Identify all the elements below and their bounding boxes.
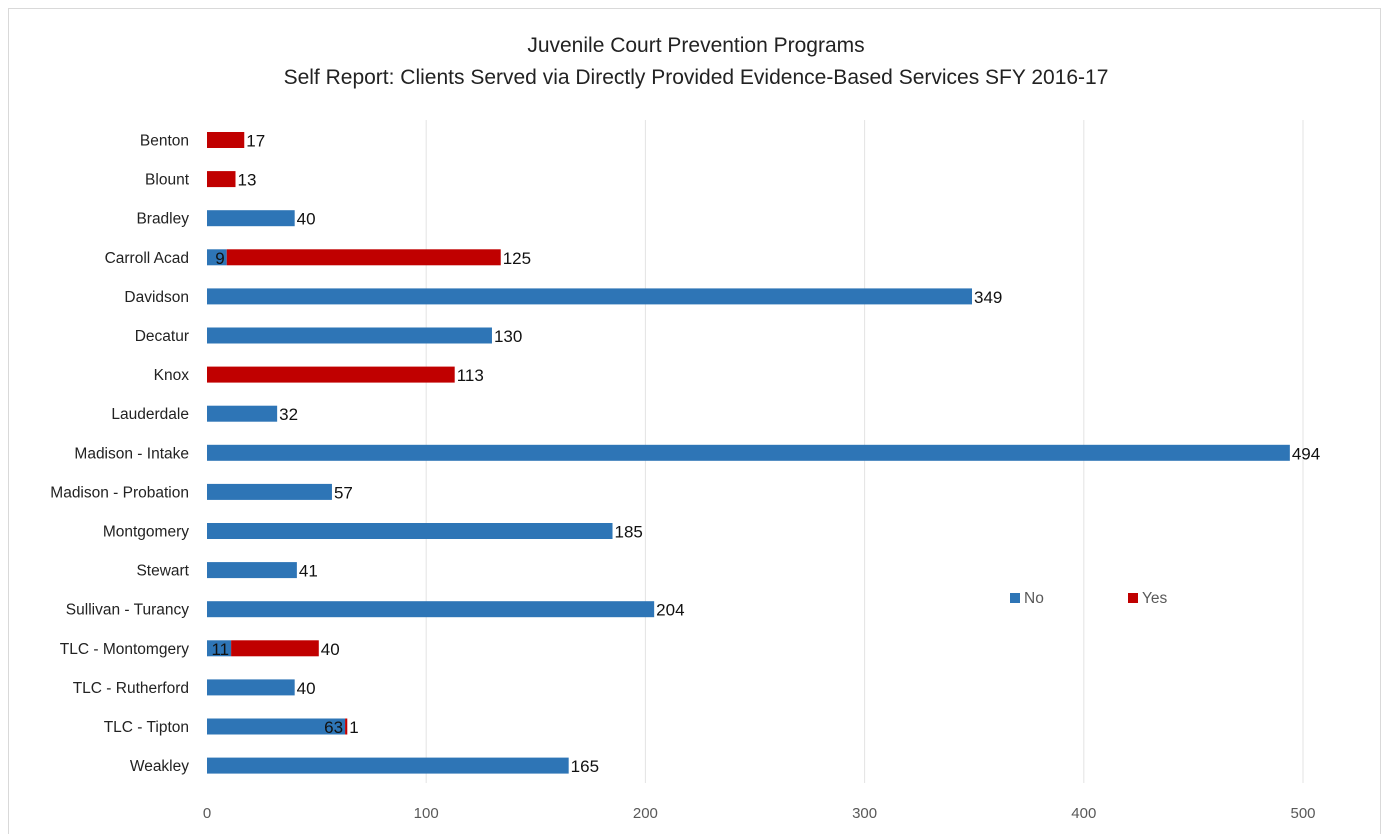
category-labels: Benton Blount Bradley Carroll Acad Davidson D…	[50, 133, 189, 776]
data-label: 125	[503, 249, 531, 268]
bar-no	[207, 210, 295, 227]
data-label: 40	[297, 210, 316, 229]
legend-swatch-no	[1010, 593, 1020, 603]
data-label: 11	[211, 640, 229, 659]
data-label: 113	[457, 366, 484, 385]
bar-no	[207, 523, 613, 539]
x-tick-label: 100	[414, 805, 439, 822]
data-label: 57	[334, 483, 353, 502]
category-label: Weakley	[130, 758, 189, 775]
category-label: TLC - Rutherford	[73, 680, 189, 697]
data-label: 40	[321, 640, 340, 659]
data-label: 165	[571, 757, 599, 776]
category-label: Knox	[154, 367, 190, 384]
bar-no	[207, 718, 346, 735]
bar-yes	[207, 132, 245, 148]
x-tick-label: 200	[633, 805, 658, 822]
bar-yes	[207, 171, 236, 188]
category-label: Madison - Probation	[50, 484, 189, 501]
bar-no	[207, 288, 973, 305]
legend-label-no: No	[1024, 590, 1044, 607]
bar-no	[207, 679, 295, 696]
data-label: 41	[299, 562, 318, 581]
category-label: TLC - Tipton	[104, 719, 189, 736]
x-tick-label: 0	[203, 805, 211, 822]
data-labels: 17 13 40 9 125 349 130 113 32 494 57 185 41 204 11 40 40…	[211, 132, 1320, 777]
category-label: Stewart	[136, 563, 189, 580]
data-label: 32	[279, 405, 298, 424]
chart-title: Juvenile Court Prevention Programs	[527, 34, 864, 57]
x-tick-label: 400	[1071, 805, 1096, 822]
category-label: Decatur	[135, 328, 189, 345]
bar-no	[207, 249, 227, 266]
category-label: Montgomery	[103, 524, 189, 541]
x-tick-label: 500	[1290, 805, 1315, 822]
x-tick-label: 300	[852, 805, 877, 822]
bar-yes	[231, 640, 319, 657]
category-label: Davidson	[124, 289, 189, 306]
chart-subtitle: Self Report: Clients Served via Directly…	[284, 66, 1109, 89]
data-label: 40	[297, 679, 316, 698]
bar-no	[207, 562, 297, 579]
data-label: 9	[215, 249, 224, 268]
bar-no	[207, 601, 655, 618]
bars	[207, 132, 1290, 774]
data-label: 17	[246, 132, 265, 151]
x-axis-ticks: 0 100 200 300 400 500	[203, 805, 1316, 822]
data-label: 130	[494, 327, 522, 346]
bar-no	[207, 327, 492, 344]
bar-yes	[207, 366, 455, 383]
category-label: Bradley	[136, 211, 189, 228]
category-label: Blount	[145, 172, 190, 189]
category-label: Madison - Intake	[74, 445, 189, 462]
category-label: Sullivan - Turancy	[66, 602, 189, 619]
category-label: Benton	[140, 133, 189, 150]
bar-no	[207, 640, 232, 657]
category-label: TLC - Montomgery	[60, 641, 189, 658]
bar-no	[207, 405, 278, 422]
bar-no	[207, 483, 332, 500]
bar-no	[207, 757, 569, 774]
data-label: 204	[656, 601, 684, 620]
data-label: 1	[349, 718, 358, 737]
bar-yes	[345, 718, 348, 735]
data-label: 349	[974, 288, 1002, 307]
data-label: 63	[324, 718, 343, 737]
legend: No Yes	[1010, 590, 1168, 607]
bar-yes	[226, 249, 501, 266]
legend-swatch-yes	[1128, 593, 1138, 603]
data-label: 13	[237, 171, 256, 190]
category-label: Carroll Acad	[105, 250, 189, 267]
legend-label-yes: Yes	[1142, 590, 1168, 607]
data-label: 185	[615, 523, 643, 542]
data-label: 494	[1292, 444, 1320, 463]
category-label: Lauderdale	[111, 406, 189, 423]
bar-no	[207, 444, 1290, 461]
